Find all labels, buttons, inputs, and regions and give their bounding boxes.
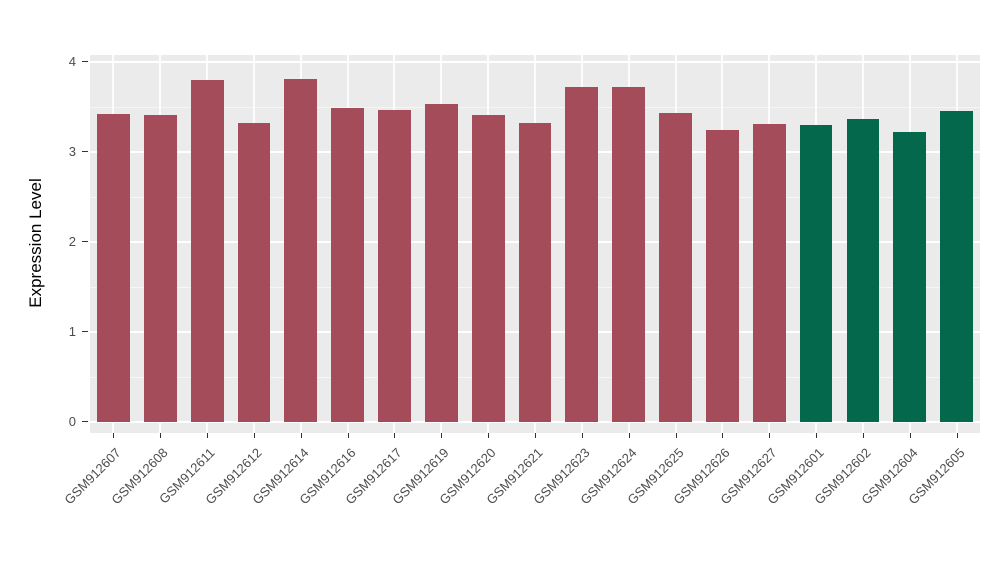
x-tick-slot: GSM912614	[249, 433, 324, 573]
bar-GSM912611	[190, 80, 224, 422]
x-tick-mark	[253, 433, 255, 438]
bar-slot	[184, 55, 231, 422]
bar-slot	[512, 55, 559, 422]
bar-slot	[840, 55, 887, 422]
bar-slot	[652, 55, 699, 422]
bar-slot	[418, 55, 465, 422]
x-tick-mark	[862, 433, 864, 438]
bar-slot	[90, 55, 137, 422]
bar-GSM912620	[471, 115, 505, 422]
bar-slot	[605, 55, 652, 422]
x-tick-slot: GSM912619	[390, 433, 465, 573]
x-tick-mark	[628, 433, 630, 438]
y-tick-label: 4	[68, 54, 76, 69]
x-tick-slot: GSM912625	[624, 433, 699, 573]
bar-GSM912624	[612, 87, 646, 422]
bar-GSM912616	[331, 107, 365, 422]
x-tick-mark	[347, 433, 349, 438]
x-tick-mark	[113, 433, 115, 438]
x-tick-mark	[909, 433, 911, 438]
x-tick-mark	[300, 433, 302, 438]
bar-slot	[746, 55, 793, 422]
bar-GSM912626	[706, 129, 739, 422]
x-tick-slot: GSM912616	[296, 433, 371, 573]
x-tick-mark	[394, 433, 396, 438]
plot-panel	[90, 55, 980, 433]
x-tick-slot: GSM912604	[858, 433, 933, 573]
x-tick-mark	[722, 433, 724, 438]
x-tick-slot: GSM912601	[764, 433, 840, 573]
bar-slot	[558, 55, 605, 422]
x-tick-mark	[956, 433, 958, 438]
bar-slot	[886, 55, 933, 422]
x-tick-slot: GSM912607	[62, 433, 137, 573]
y-tick-mark	[82, 421, 88, 422]
y-tick-mark	[82, 151, 88, 152]
bar-GSM912617	[378, 109, 411, 422]
bar-GSM912612	[237, 123, 271, 422]
x-tick-mark	[675, 433, 677, 438]
y-tick-mark	[82, 241, 88, 242]
bar-GSM912627	[752, 124, 786, 422]
x-tick-mark	[441, 433, 443, 438]
bar-GSM912602	[846, 118, 880, 422]
x-tick-slot: GSM912617	[343, 433, 418, 573]
x-tick-slot: GSM912611	[156, 433, 231, 573]
x-tick-slot: GSM912620	[437, 433, 512, 573]
bar-GSM912607	[97, 114, 130, 422]
bar-slot	[699, 55, 746, 422]
y-tick-mark	[82, 331, 88, 332]
bar-slot	[324, 55, 371, 422]
bar-slot	[933, 55, 980, 422]
x-tick-slot: GSM912624	[577, 433, 652, 573]
x-axis-ticks: GSM912607 GSM912608 GSM912611 GSM912612 GSM9…	[62, 433, 980, 573]
y-tick-label: 1	[68, 324, 76, 339]
x-tick-slot: GSM912621	[483, 433, 559, 573]
y-tick-label: 3	[68, 144, 76, 159]
bar-GSM912605	[940, 110, 973, 422]
bar-GSM912621	[518, 123, 552, 422]
bar-GSM912614	[284, 79, 318, 422]
bar-GSM912601	[799, 125, 833, 422]
x-tick-mark	[207, 433, 209, 438]
x-tick-mark	[488, 433, 490, 438]
x-tick-slot: GSM912627	[718, 433, 793, 573]
x-tick-mark	[769, 433, 771, 438]
bar-GSM912625	[659, 113, 692, 422]
x-tick-slot: GSM912602	[811, 433, 887, 573]
y-tick-mark	[82, 61, 88, 62]
x-tick-slot: GSM912623	[530, 433, 605, 573]
bar-slot	[137, 55, 184, 422]
x-tick-slot: GSM912605	[905, 433, 980, 573]
bar-GSM912604	[893, 132, 927, 422]
bars-container	[90, 55, 980, 422]
bar-slot	[465, 55, 512, 422]
x-tick-slot: GSM912612	[202, 433, 278, 573]
y-axis-ticks: 0 1 2 3 4	[0, 55, 90, 433]
bar-GSM912608	[143, 115, 177, 422]
bar-GSM912619	[424, 104, 458, 422]
bar-slot	[371, 55, 418, 422]
bar-slot	[231, 55, 278, 422]
x-tick-mark	[535, 433, 537, 438]
bar-slot	[793, 55, 840, 422]
y-tick-label: 0	[68, 414, 76, 429]
x-tick-mark	[160, 433, 162, 438]
bar-GSM912623	[565, 87, 599, 422]
x-tick-slot: GSM912608	[109, 433, 184, 573]
y-tick-label: 2	[68, 234, 76, 249]
bar-slot	[277, 55, 324, 422]
x-tick-slot: GSM912626	[671, 433, 746, 573]
x-tick-mark	[581, 433, 583, 438]
x-tick-mark	[816, 433, 818, 438]
